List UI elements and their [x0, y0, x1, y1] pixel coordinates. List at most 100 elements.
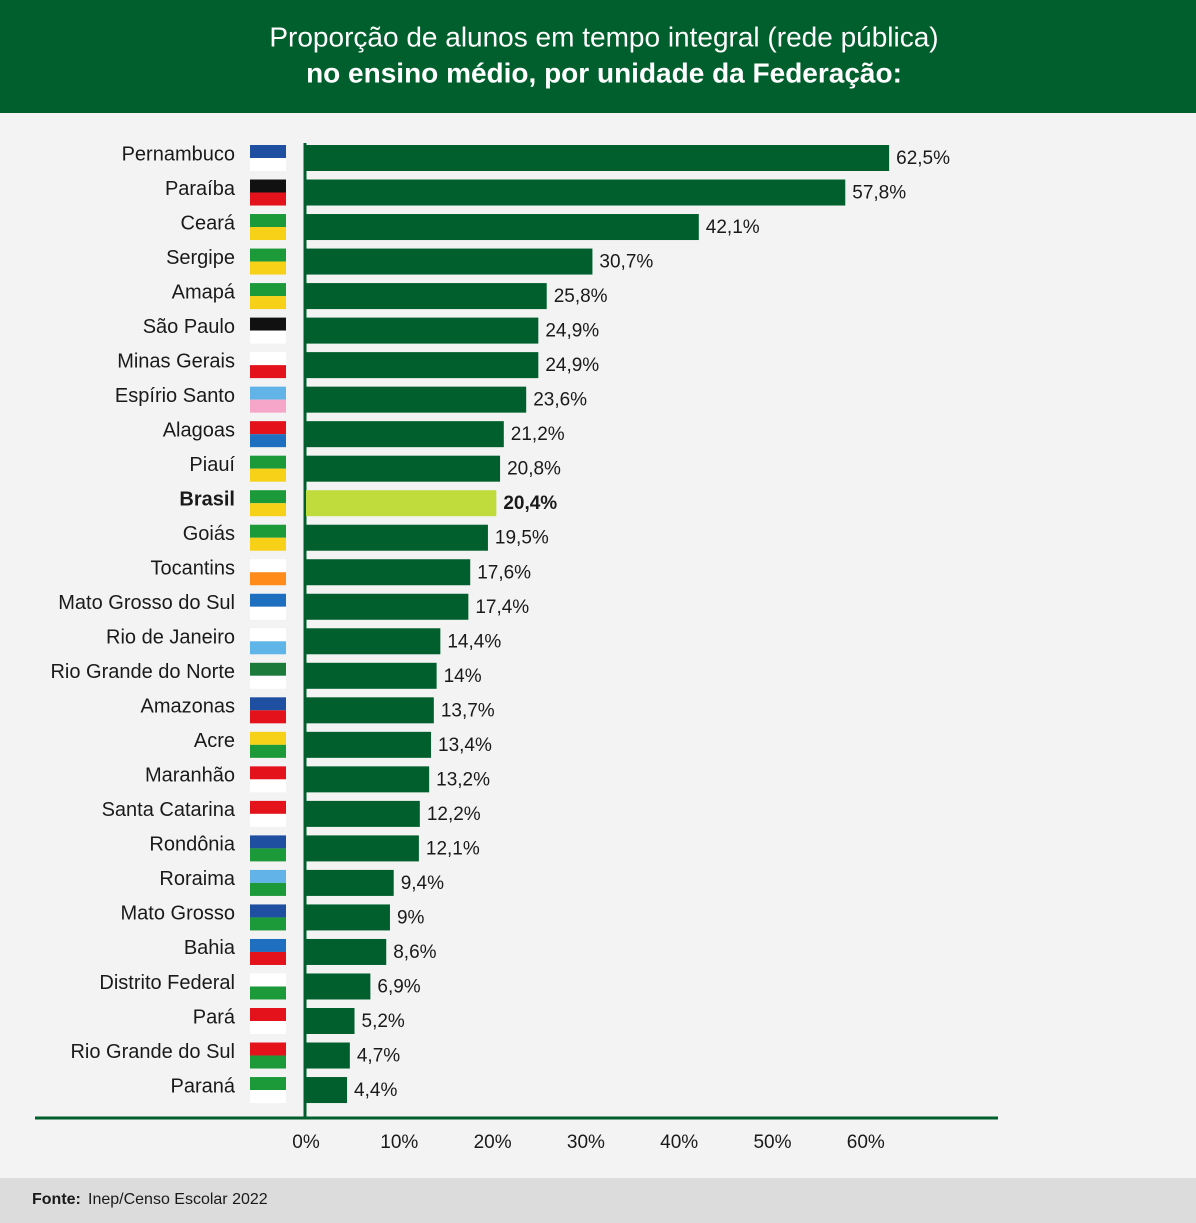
category-label: Paraná: [171, 1075, 236, 1097]
flag: [250, 675, 286, 689]
flag: [250, 904, 286, 918]
value-label: 20,4%: [503, 493, 557, 514]
category-label: Distrito Federal: [99, 972, 235, 994]
flag: [250, 917, 286, 931]
bar: [306, 904, 390, 931]
bar: [306, 628, 441, 655]
category-label: Amazonas: [141, 696, 236, 718]
flag: [250, 697, 286, 711]
bar: [306, 662, 437, 689]
value-label: 8,6%: [393, 942, 436, 963]
flag: [250, 261, 286, 275]
category-label: Rio Grande do Norte: [50, 661, 235, 683]
flag: [250, 214, 286, 228]
x-tick-label: 0%: [292, 1132, 320, 1153]
category-label: Ceará: [181, 212, 236, 234]
bar: [306, 1077, 348, 1104]
flag: [250, 572, 286, 586]
bar: [306, 317, 539, 344]
flag: [250, 179, 286, 193]
category-label: Espírio Santo: [115, 385, 235, 407]
category-label: Pernambuco: [122, 143, 235, 165]
flag: [250, 848, 286, 862]
flag: [250, 283, 286, 297]
category-label: Rio de Janeiro: [106, 627, 235, 649]
bar: [306, 524, 488, 551]
flag: [250, 192, 286, 206]
value-label: 9%: [397, 907, 425, 928]
flag: [250, 145, 286, 158]
category-label: Maranhão: [145, 765, 235, 787]
value-label: 4,7%: [357, 1046, 400, 1067]
chart-title: Proporção de alunos em tempo integral (r…: [269, 21, 938, 52]
flag: [250, 1077, 286, 1091]
flag: [250, 537, 286, 551]
flag: [250, 248, 286, 262]
bar: [306, 938, 387, 965]
flag: [250, 973, 286, 987]
value-label: 13,7%: [441, 700, 495, 721]
value-label: 5,2%: [362, 1011, 405, 1032]
value-label: 9,4%: [401, 873, 444, 894]
bar: [306, 352, 539, 379]
category-label: Amapá: [172, 281, 236, 303]
flag: [250, 766, 286, 780]
value-label: 62,5%: [896, 148, 950, 169]
value-label: 14,4%: [447, 631, 501, 652]
category-label: São Paulo: [143, 316, 235, 338]
value-label: 17,4%: [475, 597, 529, 618]
bar: [306, 800, 420, 827]
bar: [306, 1008, 355, 1034]
flag: [250, 710, 286, 724]
header-band: [0, 0, 1196, 113]
flag: [250, 524, 286, 538]
flag: [250, 869, 286, 883]
category-label: Rio Grande do Sul: [70, 1041, 235, 1063]
category-label: Alagoas: [163, 419, 235, 441]
flag: [250, 490, 286, 504]
flag: [250, 813, 286, 827]
flag: [250, 800, 286, 814]
flag: [250, 468, 286, 482]
category-label: Rondônia: [149, 834, 236, 856]
footer-band: [0, 1178, 1196, 1223]
value-label: 20,8%: [507, 459, 561, 480]
category-label: Piauí: [189, 454, 235, 476]
value-label: 4,4%: [354, 1080, 397, 1101]
flag: [250, 1008, 286, 1021]
category-label: Tocantins: [151, 558, 236, 580]
x-tick-label: 30%: [567, 1132, 605, 1153]
bar: [306, 1042, 350, 1069]
x-tick-label: 50%: [753, 1132, 791, 1153]
flag: [250, 641, 286, 655]
x-tick-label: 20%: [474, 1132, 512, 1153]
category-label: Paraíba: [165, 178, 236, 200]
flag: [250, 628, 286, 642]
value-label: 6,9%: [377, 976, 420, 997]
category-label: Santa Catarina: [102, 799, 236, 821]
flag: [250, 455, 286, 469]
value-label: 12,2%: [427, 804, 481, 825]
flag: [250, 1042, 286, 1056]
bar: [306, 179, 846, 206]
bar: [306, 386, 527, 413]
category-label: Roraima: [159, 868, 235, 890]
value-label: 30,7%: [599, 252, 653, 273]
flag: [250, 1090, 286, 1104]
flag: [250, 317, 286, 331]
bar: [306, 214, 699, 241]
flag: [250, 421, 286, 435]
bar: [306, 490, 497, 517]
flag: [250, 951, 286, 965]
source: Inep/Censo Escolar 2022: [88, 1191, 268, 1208]
value-label: 25,8%: [554, 286, 608, 307]
flag: [250, 1021, 286, 1034]
flag: [250, 399, 286, 413]
bar: [306, 248, 593, 275]
category-label: Mato Grosso do Sul: [58, 592, 235, 614]
value-label: 13,2%: [436, 769, 490, 790]
bar: [306, 455, 501, 482]
bar: [306, 559, 471, 586]
